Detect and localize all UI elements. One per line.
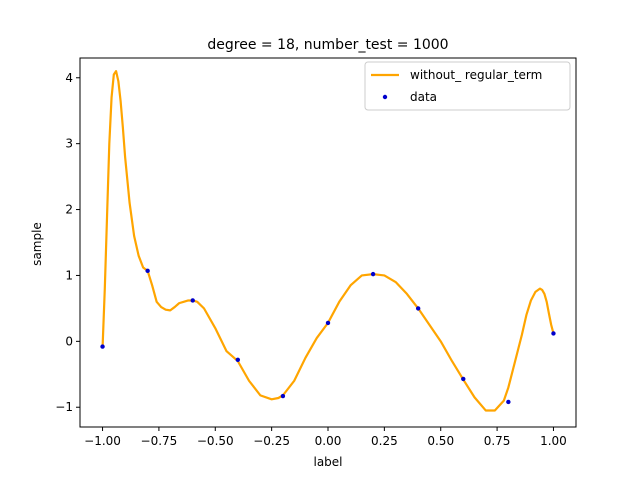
data-point — [100, 344, 105, 349]
y-tick-label: 3 — [65, 137, 73, 151]
series-line-without-regular-term — [101, 70, 555, 412]
data-point — [325, 320, 331, 326]
legend-line-label: without_ regular_term — [410, 68, 542, 82]
x-tick-label: −1.00 — [84, 434, 121, 448]
x-tick-label: 0.00 — [315, 434, 342, 448]
y-tick-label: 0 — [65, 334, 73, 348]
y-tick-label: 1 — [65, 268, 73, 282]
x-tick-label: 0.75 — [484, 434, 511, 448]
data-point — [551, 331, 556, 336]
x-tick-label: 0.25 — [371, 434, 398, 448]
x-tick-label: 0.50 — [427, 434, 454, 448]
x-tick-label: −0.25 — [253, 434, 290, 448]
y-tick-label: −1 — [55, 400, 73, 414]
data-point — [280, 393, 286, 399]
data-point — [370, 271, 376, 277]
data-point — [415, 306, 421, 311]
x-tick-label: −0.75 — [141, 434, 178, 448]
x-tick-label: −0.50 — [197, 434, 234, 448]
data-point — [461, 376, 466, 382]
data-point — [506, 399, 511, 405]
x-tick-label: 1.00 — [540, 434, 567, 448]
y-tick-label: 2 — [65, 203, 73, 217]
legend: without_ regular_term data — [364, 61, 571, 111]
data-point — [190, 298, 195, 303]
y-tick-label: 4 — [65, 71, 73, 85]
y-axis: −1 0 1 2 3 4 — [55, 71, 80, 414]
legend-box — [364, 61, 571, 111]
legend-data-swatch — [382, 94, 388, 100]
chart-title: degree = 18, number_test = 1000 — [207, 37, 448, 53]
y-axis-label: sample — [30, 222, 44, 266]
data-point — [145, 268, 150, 274]
data-point — [235, 357, 241, 362]
x-axis: −1.00 −0.75 −0.50 −0.25 0.00 0.25 0.50 0.75 1.00 — [84, 427, 567, 448]
x-axis-label: label — [313, 455, 342, 469]
legend-data-label: data — [410, 90, 437, 104]
